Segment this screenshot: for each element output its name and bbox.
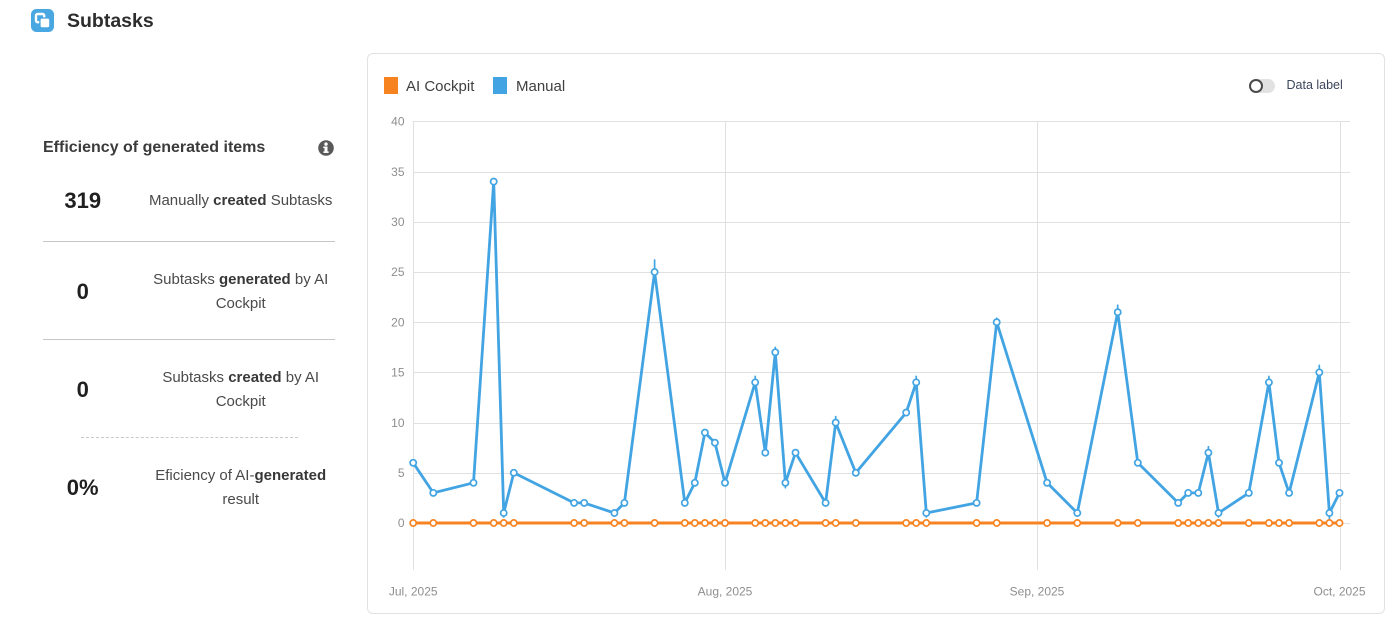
svg-text:25: 25 — [391, 265, 405, 279]
svg-text:Oct, 2025: Oct, 2025 — [1313, 585, 1365, 599]
svg-text:10: 10 — [391, 416, 405, 430]
svg-text:Aug, 2025: Aug, 2025 — [698, 585, 753, 599]
svg-text:20: 20 — [391, 315, 405, 329]
svg-text:0: 0 — [398, 516, 405, 530]
svg-text:40: 40 — [391, 115, 405, 129]
svg-text:Jul, 2025: Jul, 2025 — [389, 585, 438, 599]
svg-text:5: 5 — [398, 466, 405, 480]
svg-text:15: 15 — [391, 366, 405, 380]
svg-text:Sep, 2025: Sep, 2025 — [1010, 585, 1065, 599]
svg-text:30: 30 — [391, 215, 405, 229]
svg-text:35: 35 — [391, 165, 405, 179]
